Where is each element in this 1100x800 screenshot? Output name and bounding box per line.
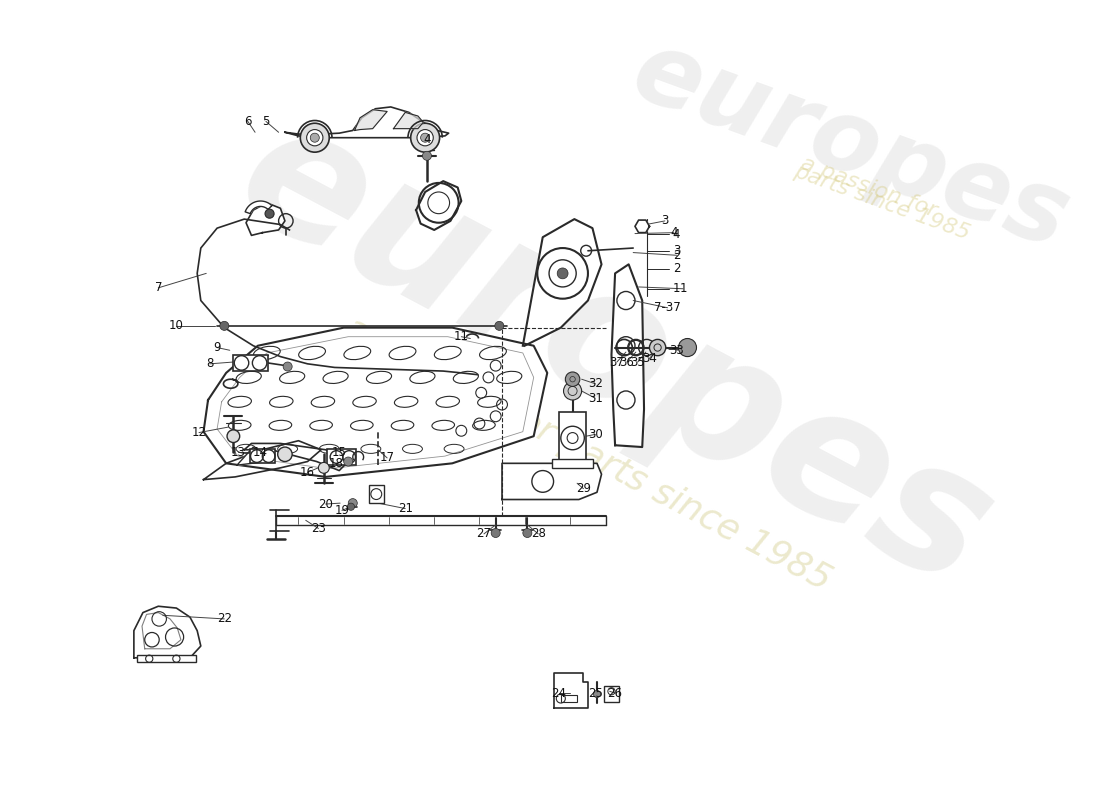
- Circle shape: [410, 123, 440, 152]
- Bar: [370, 485, 384, 503]
- Circle shape: [283, 362, 293, 371]
- Text: 15: 15: [332, 446, 346, 459]
- Polygon shape: [236, 447, 267, 465]
- Polygon shape: [285, 107, 449, 138]
- Text: 4: 4: [670, 226, 678, 239]
- Bar: [559, 412, 586, 462]
- Circle shape: [300, 123, 329, 152]
- Text: 28: 28: [531, 527, 546, 540]
- Circle shape: [265, 209, 274, 218]
- Text: 7-37: 7-37: [654, 302, 681, 314]
- Text: a passion for parts since 1985: a passion for parts since 1985: [339, 311, 837, 598]
- Bar: [233, 354, 267, 371]
- Text: 7: 7: [154, 282, 162, 294]
- Circle shape: [318, 462, 329, 474]
- Text: 24: 24: [551, 686, 566, 699]
- Circle shape: [563, 382, 582, 400]
- Polygon shape: [134, 606, 201, 658]
- Text: 12: 12: [191, 426, 207, 439]
- Circle shape: [649, 339, 666, 356]
- Bar: [138, 655, 196, 662]
- Text: 11: 11: [454, 330, 469, 343]
- Text: 18: 18: [329, 457, 344, 470]
- Polygon shape: [502, 463, 602, 499]
- Circle shape: [420, 133, 430, 142]
- Text: 23: 23: [311, 522, 326, 535]
- Circle shape: [495, 322, 504, 330]
- Bar: [561, 695, 578, 702]
- Text: 34: 34: [642, 352, 657, 365]
- Text: 14: 14: [253, 446, 268, 459]
- Bar: [552, 459, 593, 468]
- Text: 22: 22: [217, 613, 232, 626]
- Text: 25: 25: [587, 686, 603, 699]
- Polygon shape: [635, 220, 649, 233]
- Circle shape: [593, 690, 601, 698]
- Circle shape: [565, 372, 580, 386]
- Polygon shape: [522, 219, 602, 346]
- Text: 4: 4: [673, 228, 680, 241]
- Text: 30: 30: [587, 428, 603, 441]
- Circle shape: [492, 529, 500, 538]
- Text: 29: 29: [576, 482, 591, 495]
- Text: 36: 36: [619, 355, 635, 369]
- Text: 1: 1: [673, 282, 680, 295]
- Bar: [328, 449, 356, 465]
- Text: 35: 35: [630, 355, 645, 369]
- Text: 2: 2: [673, 249, 680, 262]
- Bar: [604, 686, 618, 702]
- Text: 3: 3: [673, 244, 680, 258]
- Polygon shape: [204, 441, 321, 480]
- Circle shape: [343, 457, 353, 466]
- Bar: [250, 449, 275, 463]
- Text: a passion for: a passion for: [798, 154, 939, 222]
- Text: 21: 21: [398, 502, 412, 515]
- Text: 5: 5: [262, 115, 270, 128]
- Text: 31: 31: [587, 392, 603, 405]
- Text: europes: europes: [619, 23, 1081, 270]
- Circle shape: [522, 529, 532, 538]
- Circle shape: [310, 133, 319, 142]
- Circle shape: [220, 322, 229, 330]
- Text: 20: 20: [318, 498, 333, 510]
- Text: 1: 1: [679, 282, 686, 295]
- Circle shape: [307, 130, 323, 146]
- Polygon shape: [246, 203, 285, 235]
- Polygon shape: [244, 443, 349, 470]
- Text: 4: 4: [424, 133, 431, 146]
- Polygon shape: [245, 201, 272, 214]
- Text: 9: 9: [213, 341, 221, 354]
- Text: 2: 2: [673, 262, 680, 275]
- Text: 13: 13: [231, 446, 245, 459]
- Circle shape: [558, 268, 568, 279]
- Text: 10: 10: [169, 319, 184, 332]
- Text: 16: 16: [300, 466, 315, 479]
- Text: 17: 17: [379, 451, 395, 465]
- Text: 26: 26: [607, 686, 623, 699]
- Polygon shape: [354, 110, 387, 130]
- Text: 6: 6: [244, 115, 252, 128]
- Text: 37: 37: [609, 355, 625, 369]
- Text: 8: 8: [206, 358, 213, 370]
- Polygon shape: [394, 112, 424, 129]
- Circle shape: [277, 447, 293, 462]
- Polygon shape: [553, 673, 588, 707]
- Circle shape: [422, 151, 431, 160]
- Text: 27: 27: [476, 527, 492, 540]
- Polygon shape: [416, 181, 461, 230]
- Polygon shape: [204, 328, 547, 477]
- Text: 3: 3: [661, 214, 669, 227]
- Text: parts since 1985: parts since 1985: [791, 162, 972, 244]
- Circle shape: [679, 338, 696, 357]
- Polygon shape: [612, 264, 643, 447]
- Text: europes: europes: [210, 84, 1020, 626]
- Circle shape: [417, 130, 433, 146]
- Circle shape: [227, 430, 240, 442]
- Text: 19: 19: [334, 504, 350, 517]
- Text: 32: 32: [587, 378, 603, 390]
- Text: 33: 33: [669, 344, 684, 357]
- Circle shape: [348, 503, 354, 510]
- Circle shape: [349, 498, 358, 508]
